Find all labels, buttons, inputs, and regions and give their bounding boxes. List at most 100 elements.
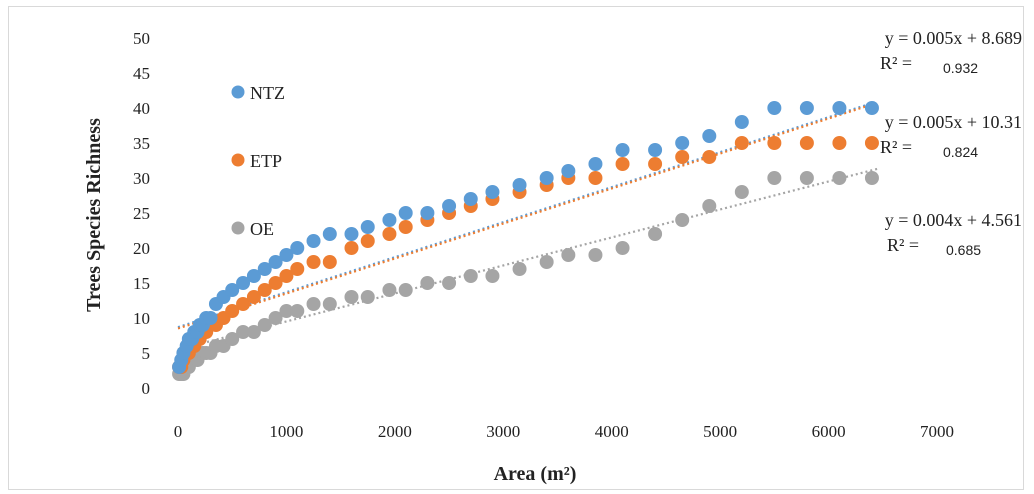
point-ntz: [257, 262, 272, 276]
x-tick-label: 5000: [703, 422, 737, 441]
point-ntz: [279, 248, 294, 262]
point-ntz: [463, 192, 478, 206]
point-oe: [832, 171, 847, 185]
point-oe: [734, 185, 749, 199]
legend-label-etp: ETP: [250, 151, 282, 171]
point-ntz: [360, 220, 375, 234]
point-oe: [702, 199, 717, 213]
legend: NTZ ETP OE: [231, 83, 285, 239]
equation-etp: y = 0.005x + 10.31: [885, 112, 1022, 132]
r2-label-oe: R² =: [887, 235, 919, 255]
point-ntz: [225, 283, 240, 297]
point-ntz: [203, 311, 218, 325]
point-etp: [322, 255, 337, 269]
point-oe: [485, 269, 500, 283]
legend-marker-etp: [231, 153, 245, 167]
point-etp: [648, 157, 663, 171]
point-ntz: [539, 171, 554, 185]
trendline-oe: [177, 167, 878, 351]
point-ntz: [767, 101, 782, 115]
r2-label-ntz: R² =: [880, 53, 912, 73]
x-tick-label: 4000: [595, 422, 629, 441]
point-etp: [290, 262, 305, 276]
point-ntz: [306, 234, 321, 248]
r2-value-oe: 0.685: [946, 242, 981, 258]
point-oe: [398, 283, 413, 297]
point-etp: [767, 136, 782, 150]
point-etp: [615, 157, 630, 171]
r2-label-etp: R² =: [880, 137, 912, 157]
point-etp: [344, 241, 359, 255]
point-oe: [675, 213, 690, 227]
y-tick-label: 25: [133, 204, 150, 223]
legend-marker-oe: [231, 221, 245, 235]
y-tick-label: 0: [142, 379, 151, 398]
point-oe: [588, 248, 603, 262]
point-ntz: [832, 101, 847, 115]
point-oe: [615, 241, 630, 255]
x-tick-label: 7000: [920, 422, 954, 441]
legend-label-oe: OE: [250, 219, 274, 239]
point-oe: [236, 325, 251, 339]
point-oe: [648, 227, 663, 241]
point-ntz: [675, 136, 690, 150]
y-tick-label: 15: [133, 274, 150, 293]
point-oe: [767, 171, 782, 185]
point-ntz: [799, 101, 814, 115]
point-oe: [268, 311, 283, 325]
point-ntz: [236, 276, 251, 290]
point-etp: [832, 136, 847, 150]
x-axis-title: Area (m²): [494, 463, 577, 485]
point-etp: [702, 150, 717, 164]
x-tick-label: 1000: [269, 422, 303, 441]
y-tick-label: 30: [133, 169, 150, 188]
x-tick-label: 3000: [486, 422, 520, 441]
point-oe: [344, 290, 359, 304]
point-ntz: [512, 178, 527, 192]
point-oe: [360, 290, 375, 304]
point-etp: [268, 276, 283, 290]
point-ntz: [398, 206, 413, 220]
y-tick-label: 35: [133, 134, 150, 153]
point-ntz: [615, 143, 630, 157]
trendline-annotations: y = 0.005x + 8.689 R² = 0.932 y = 0.005x…: [880, 28, 1022, 258]
point-oe: [420, 276, 435, 290]
point-oe: [306, 297, 321, 311]
equation-oe: y = 0.004x + 4.561: [885, 210, 1022, 230]
point-etp: [799, 136, 814, 150]
data-points: [172, 101, 879, 381]
axis-ticks: 0 5 10 15 20 25 30 35 40 45 50 0 1000 2000 3000 4000 500…: [133, 29, 954, 441]
point-ntz: [382, 213, 397, 227]
point-ntz: [485, 185, 500, 199]
y-tick-label: 50: [133, 29, 150, 48]
point-ntz: [864, 101, 879, 115]
chart-frame: [8, 6, 1024, 490]
x-tick-label: 6000: [812, 422, 846, 441]
point-oe: [257, 318, 272, 332]
point-ntz: [322, 227, 337, 241]
point-ntz: [268, 255, 283, 269]
point-ntz: [344, 227, 359, 241]
point-oe: [799, 171, 814, 185]
point-oe: [512, 262, 527, 276]
point-etp: [279, 269, 294, 283]
y-tick-label: 10: [133, 309, 150, 328]
point-ntz: [420, 206, 435, 220]
point-ntz: [702, 129, 717, 143]
point-ntz: [734, 115, 749, 129]
point-etp: [382, 227, 397, 241]
y-tick-label: 20: [133, 239, 150, 258]
point-etp: [257, 283, 272, 297]
point-etp: [236, 297, 251, 311]
point-etp: [306, 255, 321, 269]
point-ntz: [648, 143, 663, 157]
point-oe: [279, 304, 294, 318]
r2-value-ntz: 0.932: [943, 60, 978, 76]
y-axis-title: Trees Species Richness: [83, 118, 105, 312]
point-etp: [246, 290, 261, 304]
equation-ntz: y = 0.005x + 8.689: [885, 28, 1022, 48]
r2-value-etp: 0.824: [943, 144, 978, 160]
y-tick-label: 5: [142, 344, 151, 363]
point-oe: [322, 297, 337, 311]
